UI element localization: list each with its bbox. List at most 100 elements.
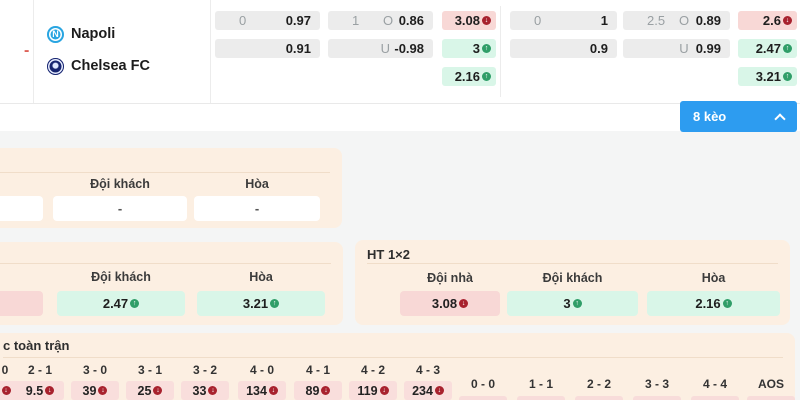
- 1x2-odds-cell[interactable]: 3 ↑: [442, 39, 496, 58]
- ou-odds-cell[interactable]: 1 O 0.86: [328, 11, 433, 30]
- odds-cell-home[interactable]: [0, 196, 43, 221]
- odds-up-icon: ↑: [783, 44, 792, 53]
- column-header-home: Đội nhà: [427, 271, 473, 285]
- score-header: 0: [1, 363, 9, 377]
- handicap-line: 0: [239, 13, 247, 28]
- divider: [367, 263, 778, 264]
- odds-cell-draw[interactable]: -: [194, 196, 320, 221]
- score-odds-cell[interactable]: 134 ↓: [238, 381, 286, 400]
- divider-vertical: [500, 6, 501, 97]
- odds-value: 119: [357, 383, 378, 398]
- under-label: U: [679, 41, 689, 56]
- odds-value: 1: [600, 13, 608, 28]
- 1x2-odds-cell[interactable]: 3.21 ↑: [738, 67, 797, 86]
- score-odds-cell[interactable]: [459, 396, 507, 400]
- score-header: 4 - 0: [249, 363, 274, 377]
- score-header: 2 - 2: [586, 377, 611, 391]
- correct-score-card: c toàn trận 0 2 - 1 3 - 0 3 - 1 3 - 2 4 …: [0, 333, 795, 400]
- odds-value: 2.47: [102, 296, 129, 311]
- odds-value: 9.5: [25, 383, 44, 398]
- odds-down-icon: ↓: [98, 386, 108, 395]
- score-odds-cell[interactable]: 119 ↓: [349, 381, 397, 400]
- 1x2-odds-cell[interactable]: 2.47 ↑: [738, 39, 797, 58]
- odds-cell-home[interactable]: 3.08 ↓: [400, 291, 500, 316]
- ou-odds-cell[interactable]: U -0.98: [328, 39, 433, 58]
- ou-odds-cell[interactable]: U 0.99: [623, 39, 730, 58]
- score-header: 4 - 2: [360, 363, 385, 377]
- odds-up-icon: ↑: [482, 44, 491, 53]
- odds-cell-draw[interactable]: 2.16 ↑: [647, 291, 780, 316]
- odds-value: 134: [246, 383, 267, 398]
- chevron-up-icon: [774, 112, 786, 125]
- odds-value: 3.08: [431, 296, 458, 311]
- score-odds-cell[interactable]: 25 ↓: [126, 381, 174, 400]
- market-card-b: Đội khách Hòa 2.47 ↑ 3.21 ↑: [0, 242, 343, 325]
- odds-down-icon: ↓: [45, 386, 55, 395]
- column-header-away: Đội khách: [90, 177, 150, 191]
- score-odds-cell[interactable]: [691, 396, 739, 400]
- home-team-row: N Napoli: [47, 25, 115, 43]
- hdp-odds-cell[interactable]: 0 1: [510, 11, 617, 30]
- odds-count-button[interactable]: 8 kèo: [680, 101, 797, 132]
- odds-value: 3.21: [242, 296, 269, 311]
- hdp-odds-cell[interactable]: 0.9: [510, 39, 617, 58]
- odds-down-icon: ↓: [434, 386, 444, 395]
- market-card-a: Đội khách Hòa - -: [0, 148, 342, 228]
- score-header: 4 - 1: [305, 363, 330, 377]
- score-header: 3 - 0: [82, 363, 107, 377]
- odds-cell-draw[interactable]: 3.21 ↑: [197, 291, 325, 316]
- score-header: 4 - 4: [702, 377, 727, 391]
- odds-up-icon: ↑: [270, 299, 280, 308]
- score-odds-cell[interactable]: [747, 396, 795, 400]
- 1x2-odds-cell[interactable]: 2.6 ↓: [738, 11, 797, 30]
- odds-down-icon: ↓: [321, 386, 331, 395]
- chelsea-logo-icon: [47, 57, 64, 75]
- odds-up-icon: ↑: [783, 72, 792, 81]
- 1x2-odds-cell[interactable]: 3.08 ↓: [442, 11, 496, 30]
- odds-value: 2.47: [755, 41, 781, 56]
- score-header: 0 - 0: [470, 377, 495, 391]
- odds-down-icon: ↓: [783, 16, 792, 25]
- odds-cell-away[interactable]: 2.47 ↑: [57, 291, 185, 316]
- hdp-odds-cell[interactable]: 0 0.97: [215, 11, 320, 30]
- score-header: 3 - 2: [192, 363, 217, 377]
- under-label: U: [380, 41, 391, 56]
- score-odds-cell[interactable]: 89 ↓: [294, 381, 342, 400]
- score-header: 1 - 1: [528, 377, 553, 391]
- odds-cell-away[interactable]: 3 ↑: [507, 291, 638, 316]
- away-team-row: Chelsea FC: [47, 57, 150, 75]
- card-title: c toàn trận: [3, 338, 70, 353]
- odds-cell-away[interactable]: -: [53, 196, 187, 221]
- away-team-name: Chelsea FC: [71, 58, 150, 74]
- odds-up-icon: ↑: [482, 72, 491, 81]
- ht-1x2-card: HT 1×2 Đội nhà Đội khách Hòa 3.08 ↓ 3 ↑ …: [355, 240, 790, 325]
- odds-value: 3.08: [454, 13, 480, 28]
- odds-toolbar: [0, 103, 800, 131]
- score-odds-cell[interactable]: [575, 396, 623, 400]
- score-odds-cell[interactable]: 9.5 ↓: [16, 381, 64, 400]
- score-odds-cell[interactable]: [633, 396, 681, 400]
- odds-cell-home[interactable]: [0, 291, 43, 316]
- odds-up-icon: ↑: [572, 299, 582, 308]
- odds-value: 0.89: [695, 13, 721, 28]
- score-odds-cell[interactable]: 39 ↓: [71, 381, 119, 400]
- score-header: AOS: [757, 377, 784, 391]
- odds-value: 3.21: [755, 69, 781, 84]
- divider: [3, 357, 783, 358]
- odds-value: 0.9: [589, 41, 608, 56]
- hdp-odds-cell[interactable]: 0.91: [215, 39, 320, 58]
- goal-line: 2.5: [647, 13, 666, 28]
- ou-odds-cell[interactable]: 2.5 O 0.89: [623, 11, 730, 30]
- score-odds-cell[interactable]: [517, 396, 565, 400]
- over-label: O: [678, 13, 690, 28]
- odds-up-icon: ↑: [130, 299, 140, 308]
- odds-value: 39: [82, 383, 97, 398]
- score-odds-cell[interactable]: 234 ↓: [404, 381, 452, 400]
- favorite-marker: -: [24, 42, 30, 59]
- odds-value: 89: [305, 383, 320, 398]
- odds-value: 0.91: [285, 41, 311, 56]
- odds-up-icon: ↑: [722, 299, 732, 308]
- 1x2-odds-cell[interactable]: 2.16 ↑: [442, 67, 496, 86]
- score-odds-cell[interactable]: 33 ↓: [181, 381, 229, 400]
